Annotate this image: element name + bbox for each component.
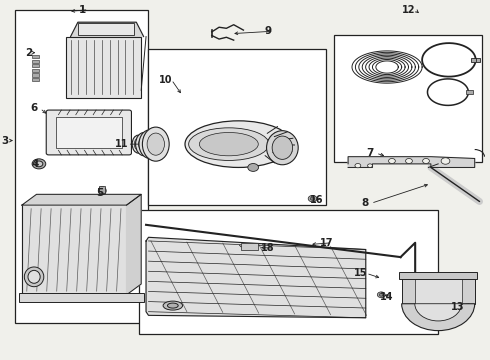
Text: 11: 11 xyxy=(115,139,128,149)
Text: 9: 9 xyxy=(264,26,271,36)
Text: 10: 10 xyxy=(159,75,172,85)
Ellipse shape xyxy=(406,158,413,163)
Ellipse shape xyxy=(248,163,259,171)
Bar xyxy=(466,90,473,94)
Text: 17: 17 xyxy=(319,238,333,248)
Ellipse shape xyxy=(136,132,152,156)
Ellipse shape xyxy=(355,163,361,168)
Ellipse shape xyxy=(389,158,395,163)
Ellipse shape xyxy=(32,159,46,169)
Ellipse shape xyxy=(441,158,450,164)
Bar xyxy=(402,277,475,304)
Text: 3: 3 xyxy=(1,136,8,145)
Ellipse shape xyxy=(199,132,258,156)
Wedge shape xyxy=(402,304,475,330)
Text: 5: 5 xyxy=(96,188,103,198)
Ellipse shape xyxy=(24,267,44,287)
Text: 1: 1 xyxy=(79,5,86,15)
Polygon shape xyxy=(71,22,144,37)
Bar xyxy=(78,23,134,35)
Ellipse shape xyxy=(139,130,161,158)
Polygon shape xyxy=(126,194,141,295)
FancyBboxPatch shape xyxy=(46,110,131,155)
Polygon shape xyxy=(22,194,141,205)
Ellipse shape xyxy=(368,164,372,167)
Ellipse shape xyxy=(132,135,145,153)
Text: 4: 4 xyxy=(32,159,39,169)
Text: 13: 13 xyxy=(451,302,465,312)
Ellipse shape xyxy=(310,197,315,200)
Bar xyxy=(334,35,482,162)
Polygon shape xyxy=(22,205,126,295)
Bar xyxy=(20,293,144,302)
Text: 7: 7 xyxy=(367,148,374,158)
Ellipse shape xyxy=(379,293,383,296)
Bar xyxy=(241,243,258,250)
Polygon shape xyxy=(348,157,475,167)
Bar xyxy=(99,186,105,193)
Bar xyxy=(32,73,39,77)
Text: 14: 14 xyxy=(380,292,394,302)
Bar xyxy=(32,55,39,58)
Ellipse shape xyxy=(377,292,385,298)
Bar xyxy=(32,59,39,63)
Ellipse shape xyxy=(185,121,292,167)
Bar xyxy=(32,78,39,81)
Bar xyxy=(415,277,462,304)
Polygon shape xyxy=(146,237,366,318)
Ellipse shape xyxy=(134,138,142,150)
Ellipse shape xyxy=(98,187,106,195)
Ellipse shape xyxy=(422,158,429,163)
Ellipse shape xyxy=(35,161,43,167)
Ellipse shape xyxy=(28,270,40,283)
Text: 16: 16 xyxy=(310,195,323,205)
Text: 15: 15 xyxy=(353,268,367,278)
Bar xyxy=(148,49,326,205)
Ellipse shape xyxy=(168,303,178,308)
Ellipse shape xyxy=(143,127,169,161)
Text: 12: 12 xyxy=(402,5,416,15)
Bar xyxy=(32,69,39,72)
Wedge shape xyxy=(415,304,462,321)
Ellipse shape xyxy=(163,301,183,310)
Text: 2: 2 xyxy=(25,48,33,58)
Bar xyxy=(56,117,122,148)
Ellipse shape xyxy=(143,135,157,153)
Bar xyxy=(66,37,141,98)
Ellipse shape xyxy=(147,133,165,155)
Ellipse shape xyxy=(189,128,269,161)
Text: 18: 18 xyxy=(261,243,274,253)
Ellipse shape xyxy=(308,195,317,202)
Bar xyxy=(471,58,480,62)
Bar xyxy=(139,211,438,334)
Text: 6: 6 xyxy=(30,103,38,113)
Ellipse shape xyxy=(272,136,293,159)
Bar xyxy=(15,10,148,323)
Text: 8: 8 xyxy=(362,198,369,208)
Ellipse shape xyxy=(139,136,149,152)
Bar xyxy=(32,64,39,67)
Ellipse shape xyxy=(267,131,298,165)
Bar xyxy=(399,272,477,279)
